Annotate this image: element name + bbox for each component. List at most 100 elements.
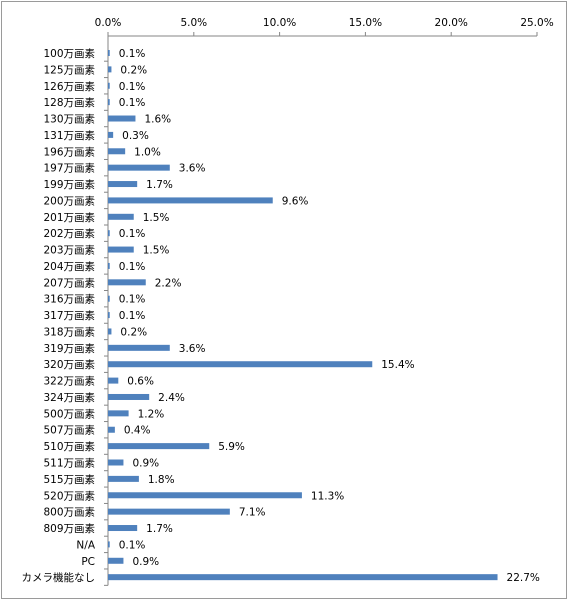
data-label: 9.6% (282, 195, 309, 207)
bar (108, 377, 119, 384)
data-label: 1.0% (134, 146, 161, 158)
data-label: 1.7% (146, 179, 173, 191)
bar (108, 197, 273, 204)
bar (108, 230, 110, 237)
category-label: 515万画素 (43, 473, 95, 486)
bar (108, 426, 115, 433)
category-label: 207万画素 (43, 276, 95, 289)
bar (108, 279, 146, 286)
bar (108, 361, 373, 368)
category-label: 128万画素 (43, 96, 95, 109)
data-label: 5.9% (218, 441, 245, 453)
bar (108, 148, 126, 155)
data-label: 7.1% (239, 507, 266, 519)
bar (108, 574, 498, 581)
data-label: 15.4% (381, 359, 414, 371)
data-label: 2.4% (158, 392, 185, 404)
data-label: 0.2% (120, 326, 147, 338)
bar (108, 508, 230, 515)
category-label: 199万画素 (43, 178, 95, 191)
category-label: 316万画素 (43, 293, 95, 306)
category-label: N/A (76, 539, 95, 551)
data-label: 3.6% (179, 163, 206, 175)
bar (108, 213, 134, 220)
category-label: 500万画素 (43, 407, 95, 420)
data-label: 1.5% (143, 245, 170, 257)
data-label: 2.2% (155, 277, 182, 289)
category-label: 520万画素 (43, 489, 95, 502)
data-label: 0.6% (127, 376, 154, 388)
bar (108, 492, 302, 499)
data-label: 22.7% (507, 572, 540, 584)
bar (108, 99, 110, 106)
x-tick-label: 15.0% (349, 17, 382, 29)
data-label: 0.1% (119, 539, 146, 551)
data-label: 0.1% (119, 48, 146, 60)
bar (108, 312, 110, 319)
bar (108, 410, 129, 417)
bar (108, 246, 134, 253)
category-label: 318万画素 (43, 325, 95, 338)
data-label: 0.1% (119, 97, 146, 109)
data-label: 0.9% (132, 458, 159, 470)
bar (108, 541, 110, 548)
bar (108, 328, 112, 335)
data-label: 1.8% (148, 474, 175, 486)
category-label: PC (81, 556, 95, 568)
category-label: 126万画素 (43, 80, 95, 93)
category-label: 100万画素 (43, 47, 95, 60)
category-label: 319万画素 (43, 342, 95, 355)
data-label: 0.1% (119, 81, 146, 93)
category-label: 809万画素 (43, 522, 95, 535)
category-label: 322万画素 (43, 375, 95, 388)
bar (108, 475, 139, 482)
x-tick-label: 20.0% (435, 17, 468, 29)
x-tick-label: 0.0% (95, 17, 122, 29)
data-label: 1.7% (146, 523, 173, 535)
category-label: 507万画素 (43, 424, 95, 437)
category-label: 511万画素 (43, 457, 95, 470)
category-label: 202万画素 (43, 227, 95, 240)
bar (108, 443, 210, 450)
category-label: カメラ機能なし (22, 571, 96, 584)
bar (108, 50, 110, 56)
data-label: 3.6% (179, 343, 206, 355)
category-label: 201万画素 (43, 211, 95, 224)
bar (108, 164, 170, 171)
bar (108, 66, 112, 73)
data-label: 1.6% (144, 114, 171, 126)
category-label: 317万画素 (43, 309, 95, 322)
bar (108, 262, 110, 269)
data-label: 0.9% (132, 556, 159, 568)
bar (108, 344, 170, 351)
category-label: 130万画素 (43, 113, 95, 126)
data-label: 0.1% (119, 228, 146, 240)
bar (108, 459, 124, 466)
category-label: 203万画素 (43, 244, 95, 257)
category-label: 200万画素 (43, 194, 95, 207)
data-label: 0.3% (122, 130, 149, 142)
category-label: 510万画素 (43, 440, 95, 453)
x-tick-label: 25.0% (520, 17, 553, 29)
bar (108, 525, 138, 532)
category-label: 197万画素 (43, 162, 95, 175)
category-label: 204万画素 (43, 260, 95, 273)
bar (108, 181, 138, 188)
bar (108, 115, 136, 122)
category-label: 324万画素 (43, 391, 95, 404)
data-label: 11.3% (311, 490, 344, 502)
data-label: 0.1% (119, 261, 146, 273)
category-label: 196万画素 (43, 145, 95, 158)
bar (108, 82, 110, 89)
category-label: 131万画素 (43, 129, 95, 142)
data-label: 0.1% (119, 310, 146, 322)
bar (108, 557, 124, 564)
x-tick-label: 5.0% (180, 17, 207, 29)
bar (108, 295, 110, 302)
bar (108, 393, 150, 400)
data-label: 0.4% (124, 425, 151, 437)
data-label: 0.1% (119, 294, 146, 306)
category-label: 320万画素 (43, 358, 95, 371)
